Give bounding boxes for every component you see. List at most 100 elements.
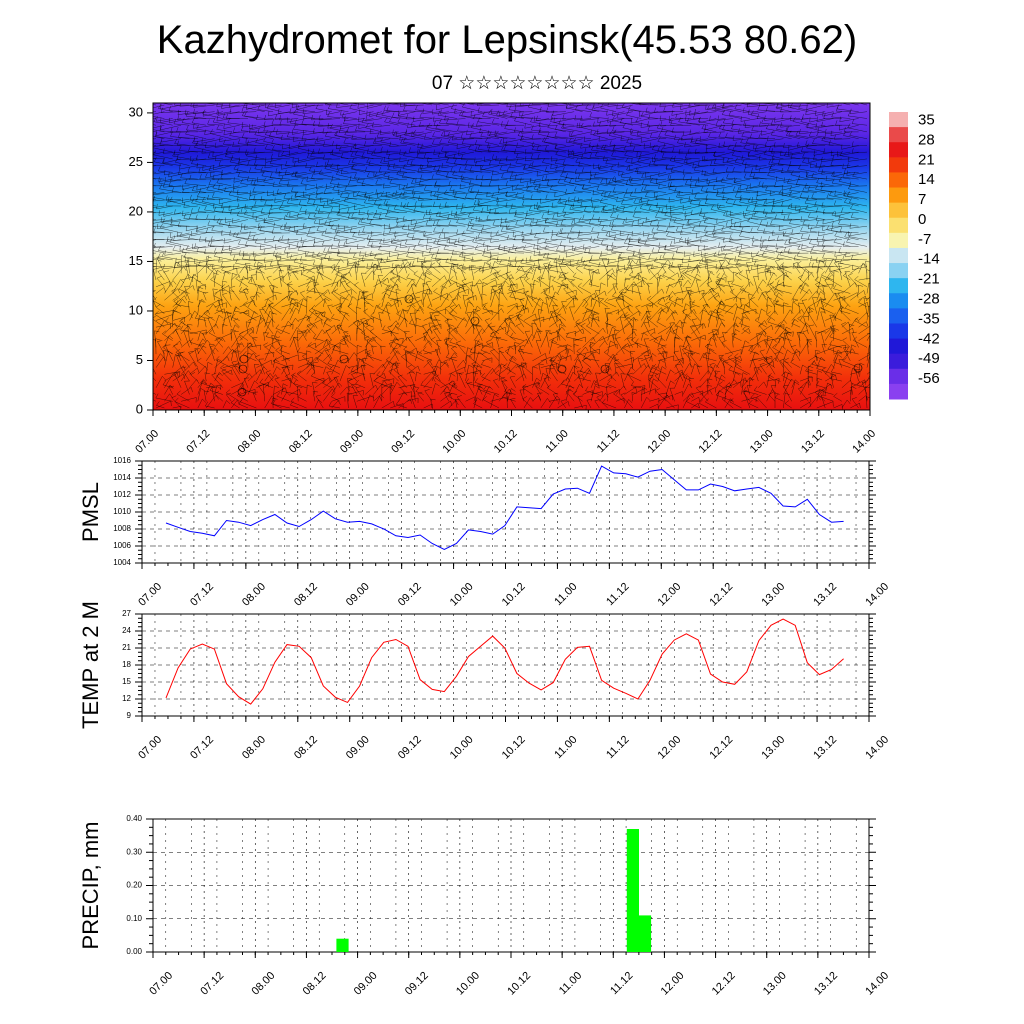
wind-barb [306,323,318,335]
cross-section-x-tick-label: 13.12 [799,428,827,456]
wind-barb [373,395,382,402]
wind-barb [657,352,668,358]
wind-barb [586,399,592,409]
wind-barb [682,363,693,375]
wind-barb [473,365,482,382]
wind-barb [190,372,198,382]
wind-barb [515,305,524,311]
wind-barb [635,304,642,314]
wind-barb [373,277,390,287]
wind-barb [230,399,240,409]
wind-barb [272,399,290,409]
wind-barb [335,305,349,321]
wind-barb [732,316,741,328]
wind-barb [572,297,579,308]
wind-barb [180,366,190,382]
wind-barb [545,368,551,382]
wind-barb [590,327,606,341]
wind-barb [842,337,851,348]
x-tick-label: 13.00 [761,970,789,998]
x-tick-label: 08.00 [240,734,268,762]
wind-barb [565,348,574,361]
wind-barb [590,316,600,322]
wind-barb [455,399,461,409]
wind-barb [774,336,786,348]
precip-bar [626,829,639,952]
wind-barb [765,358,776,375]
wind-barb [582,367,591,375]
wind-barb [741,304,750,321]
wind-barb [779,358,792,375]
wind-barb [699,352,708,362]
wind-barb [398,391,408,402]
wind-barb [323,388,336,402]
wind-barb [510,332,525,341]
wind-barb [628,271,642,281]
wind-barb [799,364,807,375]
wind-barb [281,364,294,371]
colorbar-swatch [889,112,908,128]
wind-barb [649,364,657,375]
wind-barb [498,316,512,328]
wind-barb [820,304,834,314]
wind-barb [739,319,750,328]
wind-barb [455,340,466,355]
x-tick-label: 10.00 [448,581,476,609]
wind-barb [333,288,349,301]
wind-barb [180,361,196,375]
wind-barb [767,317,784,328]
x-tick-label: 08.00 [240,581,268,609]
wind-barb [801,299,809,314]
y-tick-label: 1012 [113,490,131,499]
wind-barb [254,354,265,368]
wind-barb [808,307,815,321]
wind-barb [205,382,215,395]
wind-barb [704,398,717,409]
wind-barb [816,347,834,355]
wind-barb [154,330,160,348]
wind-barb [750,393,759,402]
colorbar-label: 7 [918,191,926,208]
wind-barb [539,277,545,287]
wind-barb [590,380,599,388]
wind-barb [766,304,773,314]
cross-section-y-tick-label: 20 [129,203,143,218]
wind-barb [312,382,318,395]
wind-barb [209,345,216,355]
wind-barb [617,293,633,308]
wind-barb [477,385,491,395]
wind-barb [171,395,182,409]
wind-barb [268,303,274,314]
wind-barb [599,334,615,341]
wind-barb [445,353,458,362]
wind-barb [508,285,525,294]
wind-barb [641,356,653,362]
wind-barb [180,370,192,382]
wind-barb [691,396,700,403]
wind-barb [476,339,491,348]
wind-barb [330,393,341,402]
wind-barb [724,381,742,389]
wind-barb [256,381,270,389]
wind-barb [657,359,665,368]
wind-barb [605,270,617,281]
wind-barb [615,313,627,321]
wind-barb [382,325,399,335]
wind-barb [691,318,700,335]
wind-barb [829,314,835,328]
wind-barb [339,289,352,295]
wind-barb [174,397,190,409]
wind-barb [428,322,434,334]
wind-barb [799,306,812,321]
wind-barb [509,292,525,301]
wind-barb [557,304,567,314]
wind-barb [381,301,392,314]
wind-barb [646,305,652,314]
wind-barb [490,288,497,301]
wind-barb [220,284,232,294]
wind-barb [307,342,324,355]
wind-barb [197,388,206,402]
wind-barb [473,339,481,355]
wind-barb [406,273,416,281]
wind-barb [443,338,449,348]
